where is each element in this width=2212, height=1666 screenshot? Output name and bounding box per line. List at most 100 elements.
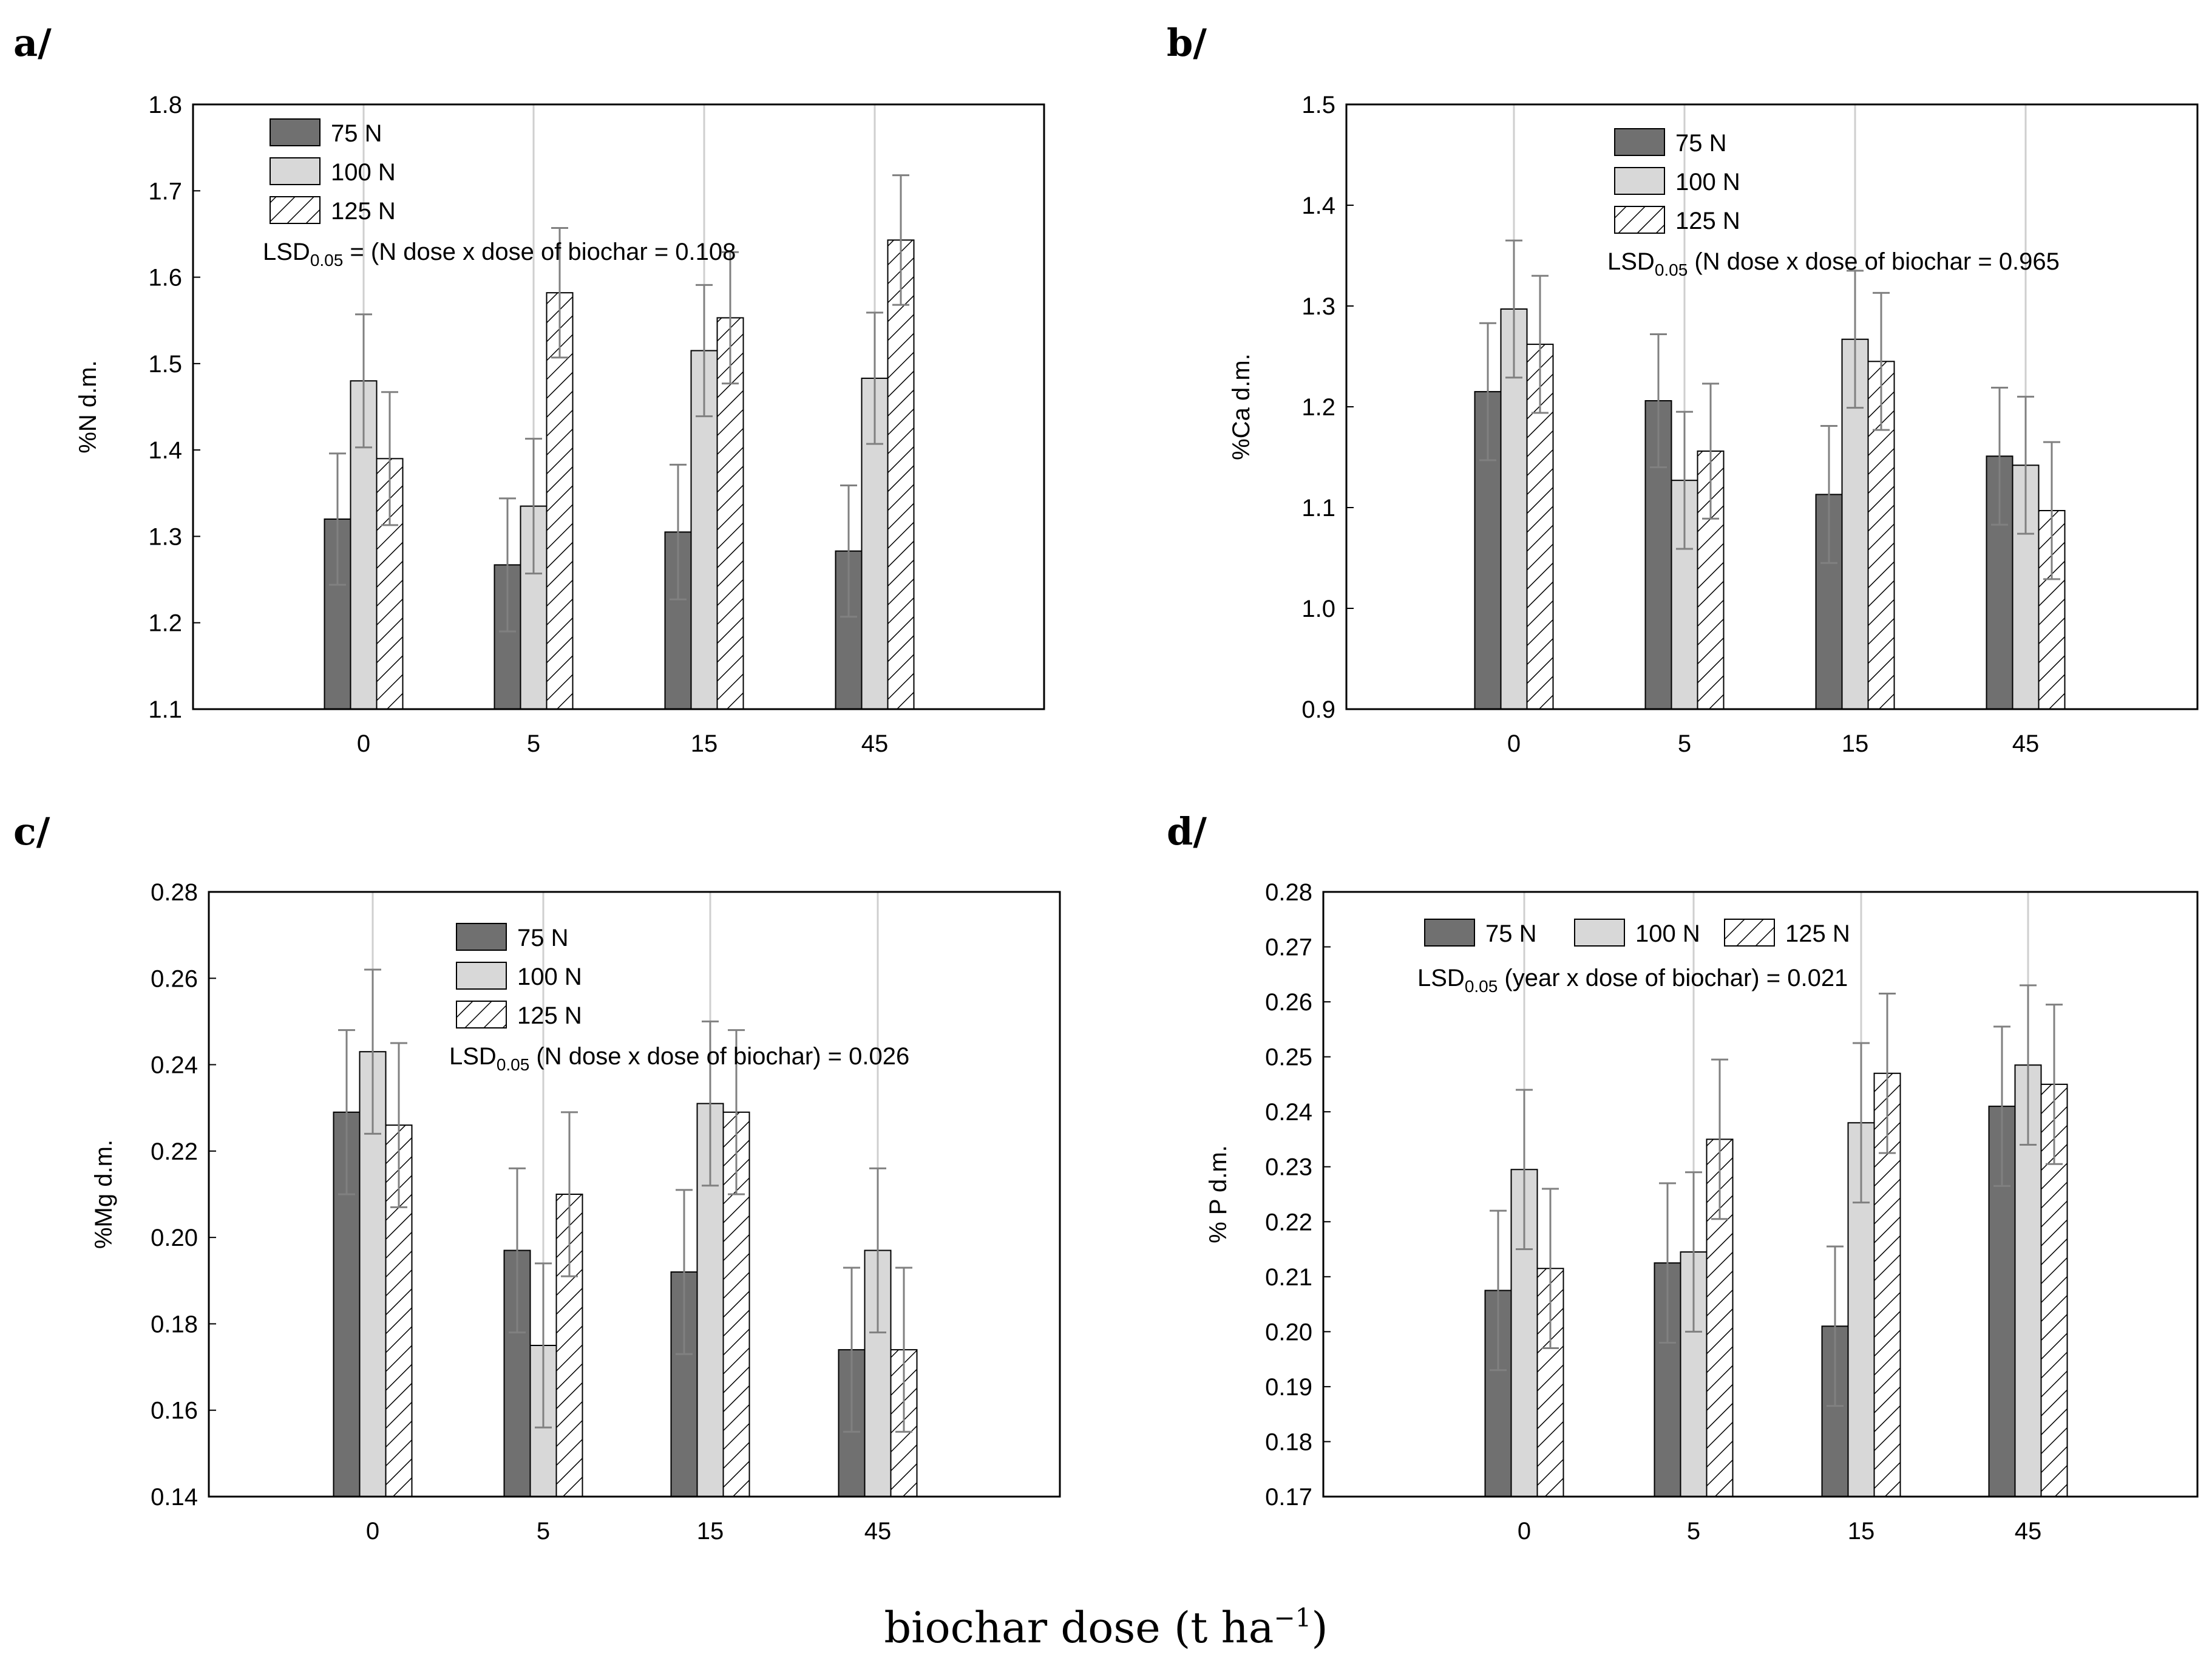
x-tick-label-5: 5: [537, 1518, 550, 1545]
legend-swatch-75n: [270, 118, 321, 146]
x-tick-label-0: 0: [357, 730, 370, 757]
legend-swatch-75n: [1424, 919, 1475, 947]
legend-swatch-100n: [456, 962, 507, 990]
legend-swatch-125n: [1724, 919, 1775, 947]
legend-swatch-125n: [270, 196, 321, 224]
y-tick-label: 1.0: [1301, 596, 1335, 622]
legend-label-125n: 125 N: [1785, 920, 1850, 947]
y-tick-label: 1.3: [1301, 293, 1335, 320]
legend-label-75n: 75 N: [517, 925, 569, 951]
y-tick-label: 0.23: [1265, 1154, 1312, 1181]
y-tick-label: 0.17: [1265, 1484, 1312, 1511]
y-tick-label: 0.26: [151, 965, 198, 992]
x-tick-label-45: 45: [2012, 730, 2040, 757]
y-tick-label: 1.1: [1301, 495, 1335, 522]
legend-swatch-125n: [1614, 206, 1665, 234]
x-tick-label-15: 15: [691, 730, 718, 757]
bar-125n-5: [546, 292, 574, 710]
y-axis-label: %N d.m.: [75, 360, 101, 453]
legend-swatch-125n: [456, 1001, 507, 1028]
x-axis-title-main: biochar dose (t ha: [884, 1603, 1274, 1653]
panel-label: c/: [13, 809, 50, 854]
y-tick-label: 1.6: [148, 265, 182, 291]
lsd-subscript: 0.05: [1655, 260, 1688, 279]
y-tick-label: 1.5: [148, 351, 182, 378]
legend-swatch-75n: [456, 923, 507, 951]
x-axis-title-sup: −1: [1274, 1603, 1311, 1633]
y-tick-label: 1.4: [148, 437, 182, 464]
y-tick-label: 0.22: [151, 1138, 198, 1165]
x-tick-label-0: 0: [366, 1518, 379, 1545]
lsd-text: (N dose x dose of biochar) = 0.026: [529, 1043, 909, 1070]
y-tick-label: 0.16: [151, 1398, 198, 1424]
x-tick-label-15: 15: [1848, 1518, 1875, 1545]
chart-panel-a: a/1.1 1.2 1.3 1.4 1.5 1.6 1.7 1.8 0 5 15 45 %N d.m. 7…: [13, 21, 1045, 757]
y-tick-label: 0.20: [1265, 1319, 1312, 1345]
y-tick-label: 0.24: [151, 1052, 198, 1079]
legend-label-75n: 75 N: [1485, 920, 1537, 947]
legend-swatch-100n: [1614, 167, 1665, 195]
y-tick-label: 1.2: [148, 610, 182, 637]
y-tick-label: 0.18: [151, 1311, 198, 1338]
lsd-subscript: 0.05: [497, 1055, 530, 1074]
legend-label-100n: 100 N: [517, 964, 582, 990]
legend-swatch-100n: [270, 157, 321, 185]
x-tick-label-45: 45: [864, 1518, 892, 1545]
chart-panel-c: c/0.14 0.16 0.18 0.20 0.22 0.24 0.26 0.28 0 5 15 45…: [13, 809, 1061, 1545]
x-tick-label-45: 45: [861, 730, 889, 757]
y-axis-label: % P d.m.: [1205, 1145, 1232, 1243]
panel-label: b/: [1167, 21, 1207, 65]
plot-frame: [1322, 891, 2199, 1498]
y-tick-label: 0.25: [1265, 1044, 1312, 1071]
legend: 75 N 100 N 125 N LSD0.05 (N dose x dose of …: [449, 923, 909, 1074]
y-tick-label: 0.22: [1265, 1209, 1312, 1236]
y-tick-label: 1.7: [148, 178, 182, 205]
y-tick-label: 1.8: [148, 92, 182, 118]
x-axis-title-end: ): [1311, 1603, 1328, 1653]
x-tick-label-15: 15: [1842, 730, 1869, 757]
lsd-text: = (N dose x dose of biochar = 0.108: [343, 239, 736, 265]
y-axis-label: %Ca d.m.: [1228, 353, 1255, 460]
lsd-prefix: LSD: [1417, 965, 1465, 991]
panel-label: a/: [13, 21, 52, 65]
y-tick-label: 0.27: [1265, 934, 1312, 961]
lsd-annotation: LSD0.05 (N dose x dose of biochar) = 0.0…: [449, 1043, 909, 1074]
legend: 75 N 100 N 125 N LSD0.05 (N dose x dose of …: [1607, 128, 2060, 279]
panel-label: d/: [1167, 809, 1207, 854]
chart-panel-d: d/0.17 0.18 0.19 0.20 0.21 0.22 0.23 0.24 0.25 0.…: [1167, 809, 2199, 1545]
y-tick-label: 0.21: [1265, 1264, 1312, 1291]
y-tick-label: 1.4: [1301, 192, 1335, 219]
legend-swatch-75n: [1614, 128, 1665, 156]
y-tick-label: 0.20: [151, 1225, 198, 1251]
lsd-prefix: LSD: [449, 1043, 497, 1070]
panels: a/1.1 1.2 1.3 1.4 1.5 1.6 1.7 1.8 0 5 15 45 %N d.m. 7…: [13, 21, 2199, 1545]
y-tick-label: 0.9: [1301, 696, 1335, 723]
y-tick-label: 0.14: [151, 1484, 198, 1511]
bar-125n-45: [887, 239, 915, 710]
plot-frame: [208, 891, 1061, 1498]
x-tick-label-5: 5: [527, 730, 540, 757]
y-tick-label: 0.24: [1265, 1099, 1312, 1126]
legend: 75 N 100 N 125 N LSD0.05 = (N dose x dose o…: [263, 118, 736, 270]
y-tick-label: 0.26: [1265, 989, 1312, 1016]
y-tick-label: 1.5: [1301, 92, 1335, 118]
lsd-annotation: LSD0.05 = (N dose x dose of biochar = 0.…: [263, 239, 736, 270]
plot-frame: [1345, 103, 2199, 710]
legend-label-100n: 100 N: [1635, 920, 1700, 947]
x-tick-label-15: 15: [697, 1518, 724, 1545]
x-tick-label-0: 0: [1507, 730, 1521, 757]
lsd-subscript: 0.05: [310, 251, 344, 270]
lsd-text: (year x dose of biochar) = 0.021: [1498, 965, 1848, 991]
y-tick-label: 1.1: [148, 696, 182, 723]
x-tick-label-45: 45: [2015, 1518, 2042, 1545]
legend-label-125n: 125 N: [331, 198, 396, 225]
lsd-text: (N dose x dose of biochar = 0.965: [1688, 248, 2060, 275]
x-tick-label-5: 5: [1687, 1518, 1700, 1545]
legend-label-125n: 125 N: [1675, 208, 1740, 234]
legend-label-125n: 125 N: [517, 1002, 582, 1029]
lsd-subscript: 0.05: [1465, 977, 1498, 996]
plot-frame: [192, 103, 1045, 710]
legend-label-100n: 100 N: [1675, 169, 1740, 195]
y-tick-label: 1.2: [1301, 394, 1335, 421]
